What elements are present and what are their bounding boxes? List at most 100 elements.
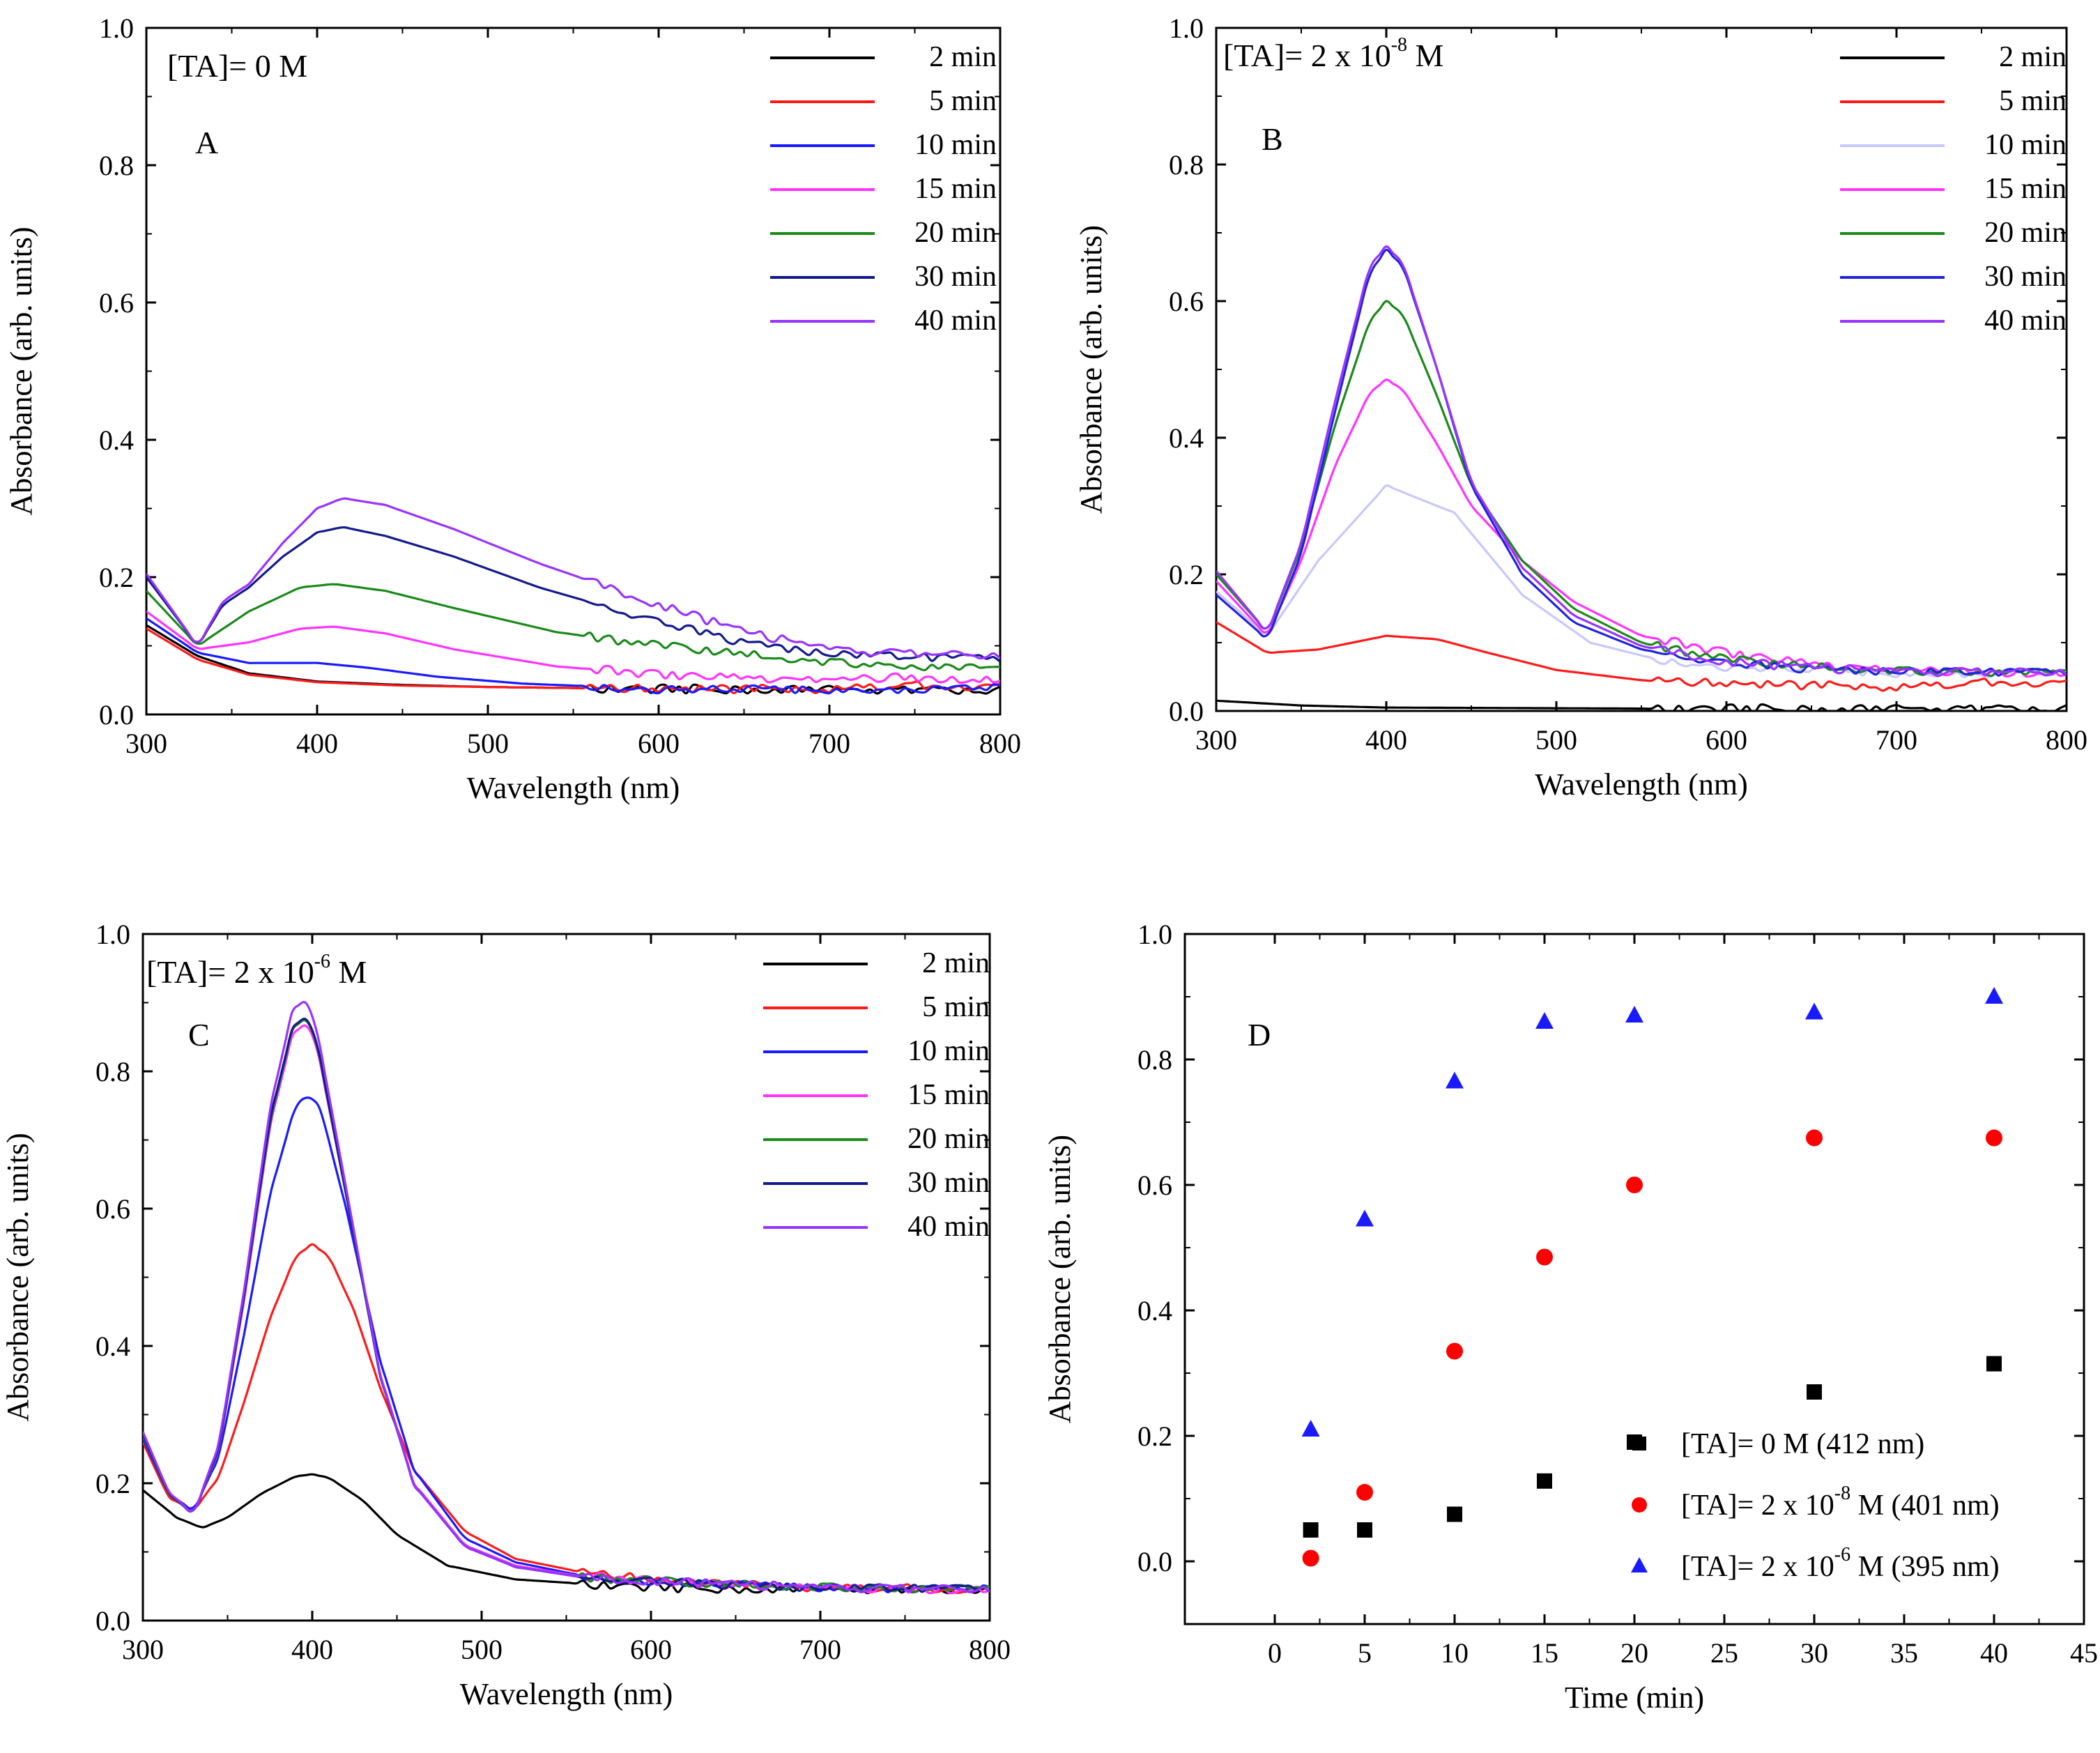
legend-label: 2 min [1999, 41, 2067, 73]
data-point-circle [1986, 1129, 2002, 1147]
series-line [146, 617, 1000, 695]
y-tick-label: 1.0 [1137, 919, 1172, 950]
y-tick-label: 0.6 [95, 1193, 130, 1225]
legend-label: 2 min [922, 947, 990, 979]
x-tick-label: 500 [1535, 724, 1577, 756]
y-tick-label: 0.8 [1169, 149, 1204, 181]
y-tick-label: 0.0 [1137, 1546, 1172, 1577]
series-line [1216, 378, 2067, 678]
legend-label: 30 min [1984, 261, 2067, 293]
legend-label: 2 min [929, 41, 997, 73]
legend-label-text: [TA]= 2 x 10 [1681, 1490, 1834, 1522]
series-line [146, 627, 1000, 694]
legend-label-unit: M (395 nm) [1850, 1551, 2000, 1583]
y-tick-label: 0.4 [1137, 1295, 1172, 1326]
x-tick-label: 400 [1365, 724, 1407, 756]
series-line [1216, 699, 2067, 711]
panel-b: 300 400 500 600 700 800 0.0 0.2 0.4 0.6 0.8 1.0 Wave… [1074, 13, 2087, 802]
data-point-circle [1302, 1549, 1319, 1567]
series-line [146, 526, 1000, 663]
x-axis-label: Wavelength (nm) [467, 771, 680, 805]
legend-label: 40 min [1984, 305, 2067, 337]
y-tick-label: 0.2 [99, 562, 134, 593]
y-tick-label: 0.6 [1169, 286, 1204, 317]
legend-marker [1632, 1437, 1646, 1450]
series-line [146, 497, 1000, 660]
series-line [143, 1000, 990, 1593]
x-tick-label: 800 [979, 728, 1021, 759]
y-axis-label: Absorbance (arb. units) [1043, 1135, 1077, 1423]
legend-marker [1632, 1497, 1647, 1513]
x-tick-label: 300 [125, 728, 167, 759]
x-tick-label: 700 [799, 1634, 841, 1665]
legend-label: 30 min [907, 1167, 990, 1199]
data-point-circle [1446, 1342, 1463, 1360]
y-tick-label: 0.6 [1137, 1170, 1172, 1201]
data-point-triangle [1535, 1012, 1554, 1029]
data-point-triangle [1301, 1420, 1320, 1437]
y-tick-label: 0.8 [95, 1056, 130, 1087]
data-point-square [1447, 1506, 1462, 1522]
x-tick-label: 700 [1876, 724, 1917, 756]
legend-label: 10 min [1984, 129, 2067, 161]
x-tick-label: 300 [122, 1634, 164, 1665]
legend-label-text: [TA]= 0 M (412 nm) [1681, 1428, 1924, 1460]
concentration-annotation-text: [TA]= 2 x 10 [1223, 38, 1391, 73]
data-point-triangle [1985, 987, 2003, 1004]
x-tick-label: 45 [2070, 1637, 2098, 1669]
legend-marker [1631, 1557, 1648, 1572]
concentration-annotation: [TA]= 2 x 10-8 M [1223, 34, 1443, 73]
legend-label: 20 min [907, 1123, 990, 1155]
data-point-circle [1536, 1248, 1553, 1266]
y-tick-label: 0.0 [99, 699, 134, 730]
data-point-triangle [1805, 1002, 1823, 1020]
y-tick-label: 0.4 [1169, 422, 1204, 454]
series-line [146, 611, 1000, 684]
y-tick-label: 1.0 [99, 13, 134, 44]
x-axis-label: Time (min) [1565, 1681, 1704, 1715]
data-point-triangle [1625, 1006, 1643, 1023]
x-tick-label: 500 [461, 1634, 503, 1665]
legend-label: 30 min [914, 261, 997, 293]
y-tick-label: 0.0 [95, 1605, 130, 1637]
data-point-triangle [1356, 1209, 1374, 1227]
x-tick-label: 800 [2046, 724, 2087, 756]
x-tick-label: 10 [1441, 1637, 1469, 1669]
y-tick-label: 1.0 [95, 919, 130, 950]
y-tick-label: 0.0 [1169, 696, 1204, 727]
data-point-triangle [1446, 1071, 1464, 1089]
legend-label: 40 min [907, 1211, 990, 1243]
concentration-annotation: [TA]= 0 M [167, 48, 307, 84]
series-line [146, 583, 1000, 672]
x-tick-label: 300 [1195, 724, 1237, 756]
concentration-annotation-unit: M [330, 954, 367, 990]
x-tick-label: 20 [1620, 1637, 1648, 1669]
legend-label-unit: M (401 nm) [1850, 1490, 2000, 1522]
x-tick-label: 35 [1890, 1637, 1918, 1669]
legend-label: 15 min [907, 1079, 990, 1111]
legend-label: [TA]= 2 x 10-6 M (395 nm) [1681, 1544, 2000, 1583]
data-point-square [1807, 1384, 1822, 1400]
legend-label-text: [TA]= 2 x 10 [1681, 1551, 1834, 1583]
y-tick-label: 0.4 [99, 424, 134, 456]
data-point-circle [1626, 1177, 1643, 1193]
y-axis-label: Absorbance (arb. units) [1, 1133, 35, 1421]
panel-label: A [195, 125, 218, 160]
x-tick-label: 400 [291, 1634, 333, 1665]
concentration-annotation-text: [TA]= 2 x 10 [146, 954, 314, 990]
x-axis-label: Wavelength (nm) [460, 1677, 673, 1711]
y-tick-label: 0.6 [99, 287, 134, 319]
panel-label: D [1248, 1017, 1271, 1052]
series-line [1216, 245, 2067, 678]
panel-label: B [1262, 121, 1283, 157]
x-tick-label: 400 [296, 728, 338, 759]
legend-label-superscript: -8 [1834, 1483, 1850, 1504]
x-tick-label: 600 [638, 728, 680, 759]
x-tick-label: 600 [1706, 724, 1747, 756]
x-tick-label: 500 [467, 728, 509, 759]
legend-label: [TA]= 2 x 10-8 M (401 nm) [1681, 1483, 2000, 1522]
concentration-annotation-unit: M [1407, 38, 1443, 73]
series-line [143, 1243, 990, 1594]
x-tick-label: 600 [630, 1634, 672, 1665]
